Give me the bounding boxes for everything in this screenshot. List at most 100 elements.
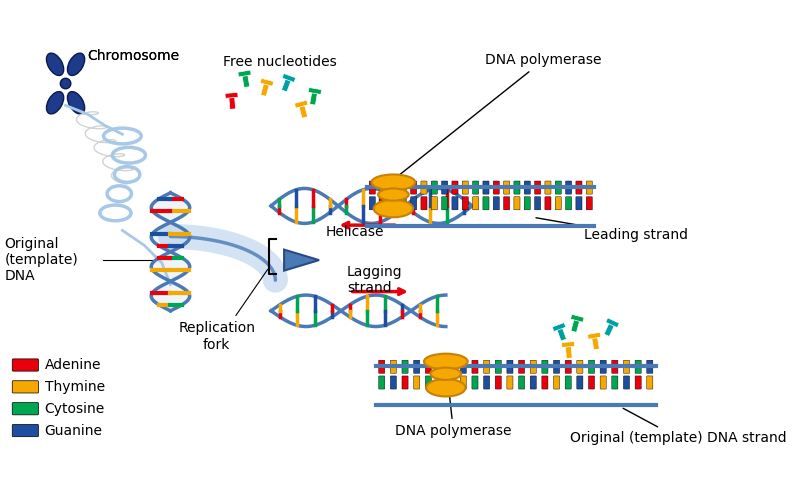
FancyBboxPatch shape: [294, 100, 308, 108]
FancyBboxPatch shape: [472, 360, 478, 373]
FancyBboxPatch shape: [507, 360, 513, 373]
Text: Guanine: Guanine: [45, 423, 102, 438]
Text: Replication
fork: Replication fork: [178, 321, 255, 352]
FancyBboxPatch shape: [566, 197, 572, 210]
FancyBboxPatch shape: [530, 376, 536, 389]
FancyBboxPatch shape: [483, 360, 490, 373]
FancyBboxPatch shape: [635, 360, 642, 373]
FancyBboxPatch shape: [379, 181, 386, 194]
FancyBboxPatch shape: [261, 82, 270, 96]
Text: Chromosome: Chromosome: [87, 48, 179, 63]
FancyBboxPatch shape: [534, 181, 541, 194]
FancyBboxPatch shape: [557, 327, 566, 341]
FancyBboxPatch shape: [378, 360, 385, 373]
FancyBboxPatch shape: [646, 360, 653, 373]
FancyBboxPatch shape: [12, 424, 38, 437]
Ellipse shape: [424, 354, 468, 370]
FancyBboxPatch shape: [308, 87, 322, 94]
Text: Cytosine: Cytosine: [45, 402, 105, 416]
FancyBboxPatch shape: [600, 360, 606, 373]
Ellipse shape: [371, 174, 415, 190]
FancyBboxPatch shape: [566, 345, 572, 359]
FancyBboxPatch shape: [414, 360, 420, 373]
FancyBboxPatch shape: [586, 181, 592, 194]
FancyBboxPatch shape: [495, 360, 502, 373]
Ellipse shape: [60, 78, 71, 89]
FancyBboxPatch shape: [390, 181, 396, 194]
Text: Leading strand: Leading strand: [536, 218, 688, 242]
FancyBboxPatch shape: [483, 197, 489, 210]
FancyBboxPatch shape: [565, 360, 571, 373]
FancyBboxPatch shape: [473, 197, 478, 210]
Text: Adenine: Adenine: [45, 358, 101, 372]
FancyBboxPatch shape: [421, 197, 427, 210]
Ellipse shape: [67, 53, 85, 76]
FancyBboxPatch shape: [612, 360, 618, 373]
FancyBboxPatch shape: [242, 74, 250, 87]
FancyBboxPatch shape: [390, 376, 397, 389]
FancyBboxPatch shape: [495, 376, 502, 389]
FancyBboxPatch shape: [518, 376, 525, 389]
FancyBboxPatch shape: [472, 376, 478, 389]
FancyBboxPatch shape: [562, 341, 574, 347]
FancyBboxPatch shape: [552, 323, 566, 331]
FancyBboxPatch shape: [410, 197, 417, 210]
FancyBboxPatch shape: [483, 376, 490, 389]
FancyBboxPatch shape: [390, 197, 396, 210]
FancyBboxPatch shape: [260, 79, 274, 86]
FancyBboxPatch shape: [437, 360, 443, 373]
Ellipse shape: [46, 53, 64, 76]
Polygon shape: [284, 249, 319, 271]
FancyBboxPatch shape: [452, 197, 458, 210]
FancyBboxPatch shape: [571, 319, 580, 332]
FancyBboxPatch shape: [282, 74, 296, 82]
FancyBboxPatch shape: [514, 197, 520, 210]
Ellipse shape: [430, 368, 461, 380]
FancyBboxPatch shape: [600, 376, 606, 389]
FancyBboxPatch shape: [414, 376, 420, 389]
Ellipse shape: [67, 91, 85, 114]
FancyBboxPatch shape: [462, 197, 468, 210]
FancyBboxPatch shape: [426, 376, 431, 389]
FancyBboxPatch shape: [586, 197, 592, 210]
FancyBboxPatch shape: [635, 376, 642, 389]
FancyBboxPatch shape: [494, 181, 499, 194]
Text: Lagging
strand: Lagging strand: [347, 265, 402, 295]
FancyBboxPatch shape: [545, 197, 551, 210]
FancyBboxPatch shape: [460, 360, 466, 373]
FancyBboxPatch shape: [431, 181, 438, 194]
FancyBboxPatch shape: [437, 376, 443, 389]
FancyBboxPatch shape: [390, 360, 397, 373]
Text: Free nucleotides: Free nucleotides: [223, 55, 337, 69]
FancyBboxPatch shape: [577, 376, 583, 389]
FancyBboxPatch shape: [402, 376, 408, 389]
FancyBboxPatch shape: [565, 376, 571, 389]
Ellipse shape: [378, 188, 409, 201]
FancyBboxPatch shape: [518, 360, 525, 373]
Text: DNA polymerase: DNA polymerase: [395, 53, 602, 178]
FancyBboxPatch shape: [589, 376, 594, 389]
FancyBboxPatch shape: [604, 323, 614, 336]
Text: Chromosome: Chromosome: [87, 48, 179, 63]
FancyBboxPatch shape: [449, 376, 454, 389]
FancyBboxPatch shape: [442, 197, 448, 210]
FancyBboxPatch shape: [530, 360, 536, 373]
FancyBboxPatch shape: [370, 197, 375, 210]
FancyBboxPatch shape: [591, 336, 599, 350]
FancyBboxPatch shape: [555, 197, 562, 210]
FancyBboxPatch shape: [612, 376, 618, 389]
FancyBboxPatch shape: [421, 181, 427, 194]
FancyBboxPatch shape: [310, 91, 318, 105]
FancyBboxPatch shape: [379, 197, 386, 210]
Text: Thymine: Thymine: [45, 380, 105, 394]
FancyBboxPatch shape: [534, 197, 541, 210]
FancyBboxPatch shape: [238, 70, 251, 77]
FancyBboxPatch shape: [12, 359, 38, 371]
FancyBboxPatch shape: [494, 197, 499, 210]
FancyBboxPatch shape: [298, 104, 307, 118]
FancyBboxPatch shape: [577, 360, 583, 373]
FancyBboxPatch shape: [623, 360, 630, 373]
FancyBboxPatch shape: [570, 314, 584, 322]
Text: Helicase: Helicase: [325, 225, 384, 239]
Ellipse shape: [374, 200, 413, 217]
